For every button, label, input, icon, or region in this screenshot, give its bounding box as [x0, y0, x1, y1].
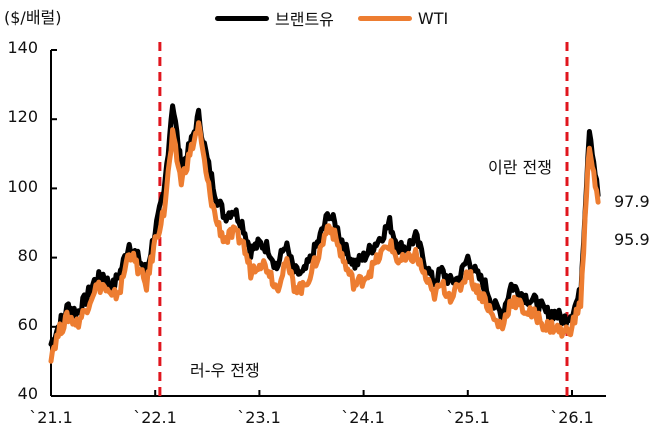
end-label-brent: 97.9	[614, 192, 650, 211]
legend-swatch-brent	[215, 15, 269, 21]
series-line-brent	[48, 103, 601, 347]
legend-label-brent: 브랜트유	[275, 10, 334, 29]
legend-swatch-wti	[357, 15, 412, 21]
x-tick-label: `23.1	[237, 408, 281, 427]
y-tick-label: 60	[17, 315, 38, 334]
legend-label-wti: WTI	[417, 8, 449, 28]
x-tick-label: `26.1	[550, 408, 594, 427]
series-line-wti	[48, 120, 601, 364]
end-label-wti: 95.9	[614, 230, 650, 249]
legend-item-brent: 브랜트유	[215, 6, 334, 30]
x-tick-label: `24.1	[341, 408, 385, 427]
annotation-iran-war: 이란 전쟁	[488, 158, 552, 177]
y-tick-label: 120	[7, 107, 38, 126]
y-tick-label: 80	[17, 246, 38, 265]
y-tick-label: 100	[7, 177, 38, 196]
x-tick-label: `21.1	[29, 408, 73, 427]
legend-item-wti: WTI	[357, 8, 449, 28]
legend: 브랜트유 WTI	[215, 6, 472, 30]
x-tick-label: `25.1	[446, 408, 490, 427]
annotation-russia-ukraine-war: 러-우 전쟁	[190, 361, 260, 380]
y-axis-unit-label: ($/배럴)	[4, 8, 62, 27]
x-tick-label: `22.1	[133, 408, 177, 427]
y-tick-label: 140	[7, 38, 38, 57]
y-tick-label: 40	[17, 384, 38, 403]
